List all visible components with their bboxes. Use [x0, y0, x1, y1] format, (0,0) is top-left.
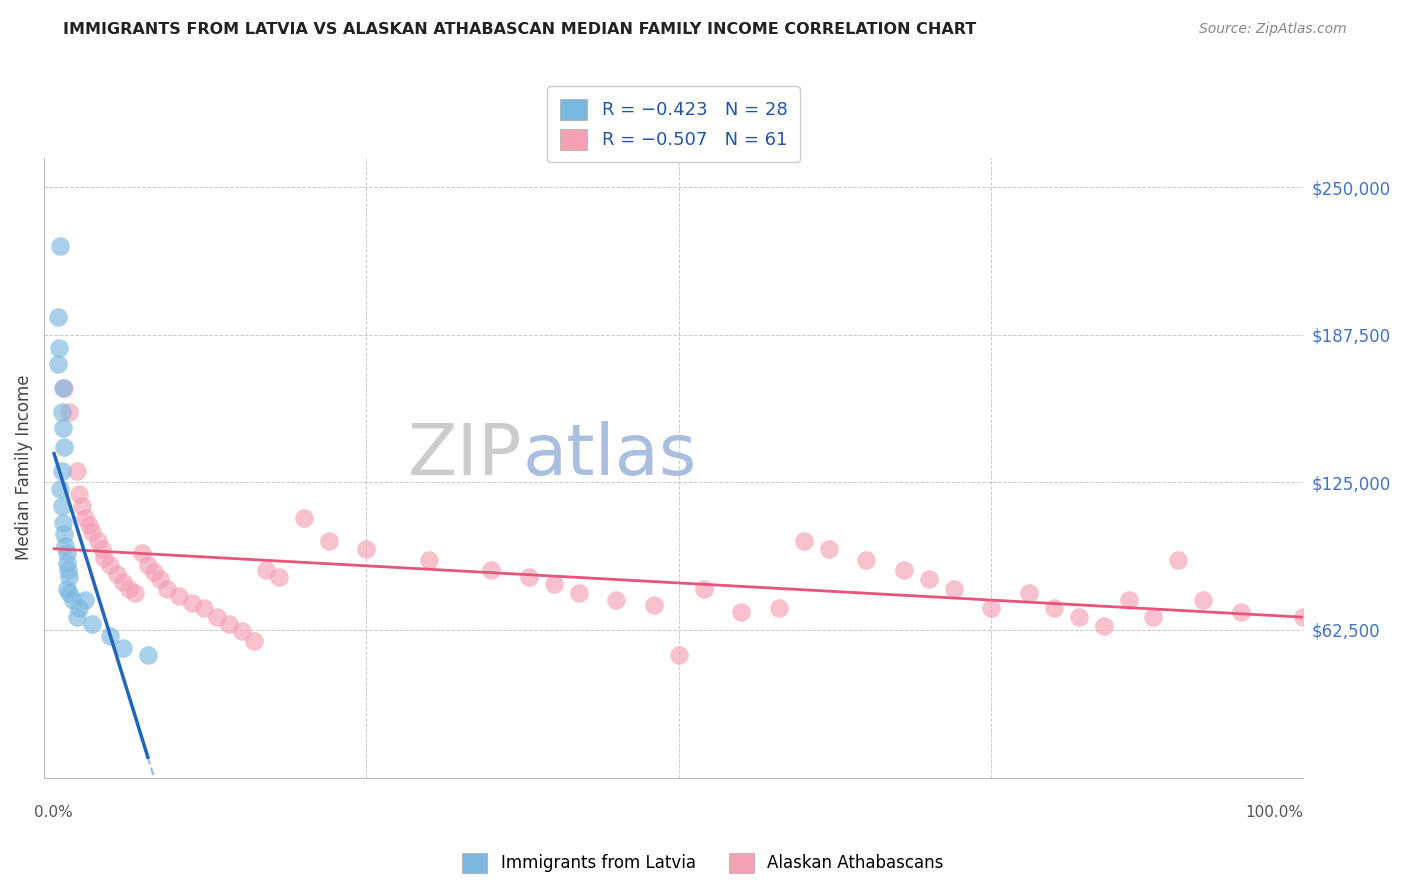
Point — [292, 511, 315, 525]
Point — [568, 586, 591, 600]
Point — [768, 600, 790, 615]
Point — [917, 572, 939, 586]
Point — [643, 598, 665, 612]
Point — [693, 582, 716, 596]
Point — [1230, 605, 1253, 619]
Point — [80, 617, 103, 632]
Point — [256, 563, 278, 577]
Point — [52, 381, 75, 395]
Point — [1292, 610, 1315, 624]
Point — [75, 593, 97, 607]
Point — [605, 593, 627, 607]
Point — [543, 577, 565, 591]
Point — [1192, 593, 1215, 607]
Point — [318, 534, 340, 549]
Point — [49, 483, 72, 497]
Text: 100.0%: 100.0% — [1246, 805, 1303, 821]
Point — [75, 511, 97, 525]
Point — [58, 404, 80, 418]
Point — [51, 464, 73, 478]
Point — [55, 582, 77, 596]
Point — [118, 582, 141, 596]
Point — [517, 570, 540, 584]
Point — [356, 541, 378, 556]
Point — [1167, 553, 1189, 567]
Point — [143, 565, 166, 579]
Point — [65, 464, 87, 478]
Point — [243, 633, 266, 648]
Point — [77, 517, 100, 532]
Point — [942, 582, 965, 596]
Point — [817, 541, 839, 556]
Legend: Immigrants from Latvia, Alaskan Athabascans: Immigrants from Latvia, Alaskan Athabasc… — [456, 847, 950, 880]
Point — [155, 582, 177, 596]
Point — [1118, 593, 1140, 607]
Point — [231, 624, 253, 639]
Point — [53, 539, 76, 553]
Point — [48, 341, 70, 355]
Point — [893, 563, 915, 577]
Point — [67, 600, 90, 615]
Point — [51, 404, 73, 418]
Point — [668, 648, 690, 662]
Point — [1018, 586, 1040, 600]
Point — [53, 527, 76, 541]
Point — [131, 546, 153, 560]
Point — [1067, 610, 1090, 624]
Point — [62, 593, 84, 607]
Point — [93, 551, 115, 566]
Text: IMMIGRANTS FROM LATVIA VS ALASKAN ATHABASCAN MEDIAN FAMILY INCOME CORRELATION CH: IMMIGRANTS FROM LATVIA VS ALASKAN ATHABA… — [63, 22, 977, 37]
Point — [55, 556, 77, 570]
Point — [1092, 619, 1115, 633]
Text: ZIP: ZIP — [408, 421, 523, 490]
Point — [98, 558, 121, 572]
Text: atlas: atlas — [523, 421, 697, 490]
Point — [51, 499, 73, 513]
Point — [980, 600, 1002, 615]
Point — [52, 516, 75, 530]
Legend: R = −0.423   N = 28, R = −0.507   N = 61: R = −0.423 N = 28, R = −0.507 N = 61 — [547, 87, 800, 162]
Text: 0.0%: 0.0% — [34, 805, 73, 821]
Point — [58, 586, 80, 600]
Point — [479, 563, 502, 577]
Point — [136, 558, 159, 572]
Point — [49, 239, 72, 253]
Point — [218, 617, 240, 632]
Point — [1042, 600, 1064, 615]
Point — [149, 572, 172, 586]
Point — [46, 310, 69, 324]
Point — [70, 499, 93, 513]
Point — [267, 570, 290, 584]
Point — [58, 570, 80, 584]
Point — [80, 524, 103, 539]
Point — [1142, 610, 1164, 624]
Point — [855, 553, 877, 567]
Point — [98, 629, 121, 643]
Point — [87, 534, 110, 549]
Point — [46, 357, 69, 371]
Point — [730, 605, 752, 619]
Point — [193, 600, 215, 615]
Point — [180, 596, 202, 610]
Point — [65, 610, 87, 624]
Point — [67, 487, 90, 501]
Text: Source: ZipAtlas.com: Source: ZipAtlas.com — [1199, 22, 1347, 37]
Y-axis label: Median Family Income: Median Family Income — [15, 375, 32, 560]
Point — [55, 546, 77, 560]
Point — [105, 567, 128, 582]
Point — [53, 381, 76, 395]
Point — [52, 421, 75, 435]
Point — [418, 553, 440, 567]
Point — [56, 563, 79, 577]
Point — [90, 541, 112, 556]
Point — [111, 640, 134, 655]
Point — [793, 534, 815, 549]
Point — [136, 648, 159, 662]
Point — [124, 586, 146, 600]
Point — [167, 589, 190, 603]
Point — [111, 574, 134, 589]
Point — [53, 440, 76, 454]
Point — [205, 610, 228, 624]
